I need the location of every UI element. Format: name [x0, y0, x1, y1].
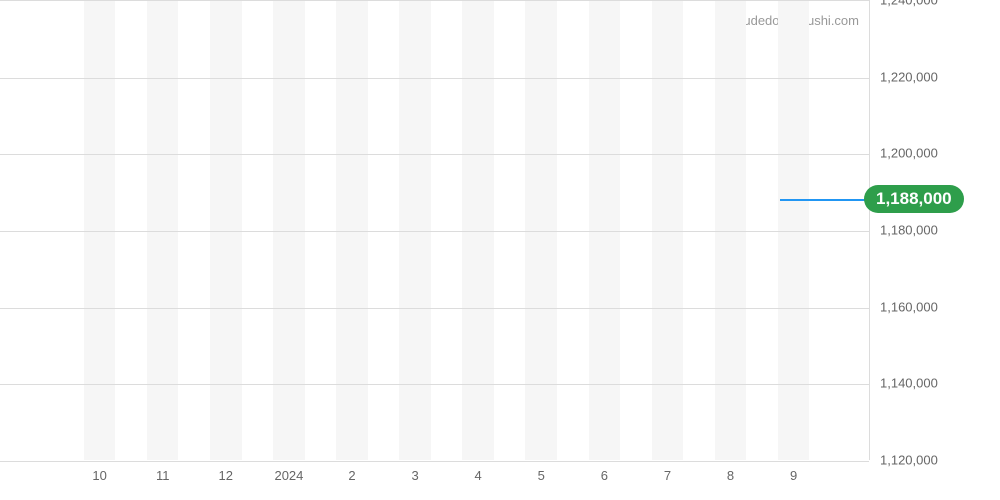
- y-tick-label: 1,200,000: [880, 146, 938, 161]
- x-tick-label: 8: [727, 468, 734, 483]
- price-badge: 1,188,000: [864, 185, 964, 213]
- x-tick-label: 6: [601, 468, 608, 483]
- x-tick-label: 2024: [274, 468, 303, 483]
- x-tick-label: 3: [411, 468, 418, 483]
- x-tick-label: 10: [92, 468, 106, 483]
- gridline: [0, 384, 869, 385]
- x-tick-label: 12: [219, 468, 233, 483]
- plot-area: udedokeitoushi.com: [0, 0, 870, 460]
- y-tick-label: 1,160,000: [880, 299, 938, 314]
- gridline: [0, 308, 869, 309]
- gridline: [0, 231, 869, 232]
- x-tick-label: 2: [348, 468, 355, 483]
- price-chart: udedokeitoushi.com 1,188,000 1,240,000 1,…: [0, 0, 1000, 500]
- y-tick-label: 1,240,000: [880, 0, 938, 8]
- y-tick-label: 1,120,000: [880, 453, 938, 468]
- x-tick-label: 11: [156, 468, 170, 483]
- y-tick-label: 1,220,000: [880, 69, 938, 84]
- x-tick-label: 5: [538, 468, 545, 483]
- y-tick-label: 1,140,000: [880, 376, 938, 391]
- x-tick-label: 7: [664, 468, 671, 483]
- price-line: [780, 199, 870, 201]
- gridline: [0, 78, 869, 79]
- x-tick-label: 9: [790, 468, 797, 483]
- x-tick-label: 4: [475, 468, 482, 483]
- y-tick-label: 1,180,000: [880, 223, 938, 238]
- gridline: [0, 461, 869, 462]
- gridline: [0, 154, 869, 155]
